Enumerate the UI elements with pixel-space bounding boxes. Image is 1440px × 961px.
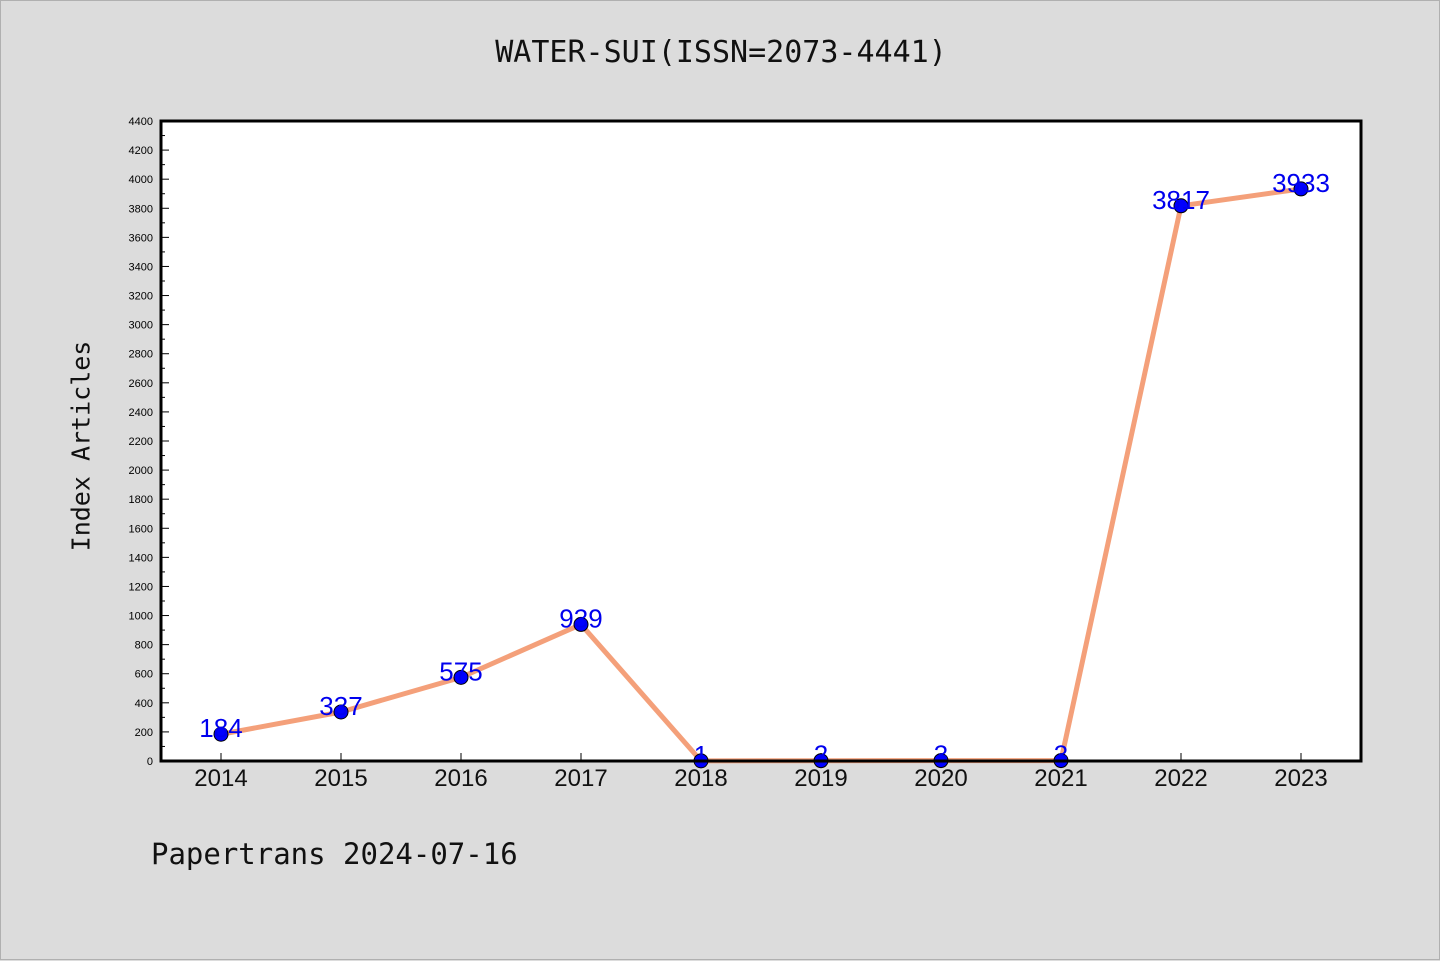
y-tick-label: 1800: [129, 494, 153, 506]
x-tick-label: 2014: [194, 765, 247, 792]
data-label: 3933: [1272, 168, 1330, 198]
data-point: [453, 669, 469, 685]
y-tick-label: 2400: [129, 407, 153, 419]
y-tick-label: 2600: [129, 378, 153, 390]
x-tick-label: 2018: [674, 765, 727, 792]
plot-frame: [159, 119, 1363, 763]
footer-text: Papertrans 2024-07-16: [151, 837, 518, 871]
y-tick-label: 2800: [129, 349, 153, 361]
data-label: 3817: [1152, 185, 1210, 215]
x-tick-label: 2023: [1274, 765, 1327, 792]
x-tick-label: 2020: [914, 765, 967, 792]
y-tick-label: 1600: [129, 523, 153, 535]
data-label: 184: [199, 713, 242, 743]
y-tick-label: 3000: [129, 320, 153, 332]
y-tick-label: 1200: [129, 581, 153, 593]
y-tick-label: 2200: [129, 436, 153, 448]
data-point: [1173, 198, 1189, 214]
y-tick-label: 0: [147, 756, 153, 768]
y-tick-label: 800: [135, 640, 153, 652]
data-label: 939: [559, 603, 602, 633]
y-tick-label: 3600: [129, 232, 153, 244]
x-tick-label: 2022: [1154, 765, 1207, 792]
x-tick-label: 2016: [434, 765, 487, 792]
y-tick-label: 3400: [129, 261, 153, 273]
data-label: 337: [319, 691, 362, 721]
y-tick-label: 3200: [129, 291, 153, 303]
data-label: 3: [934, 740, 948, 770]
y-tick-label: 4000: [129, 174, 153, 186]
data-point: [213, 726, 229, 742]
plot-area: [161, 121, 1361, 761]
y-tick-label: 400: [135, 698, 153, 710]
y-tick-label: 4400: [129, 116, 153, 128]
x-axis: 2014 2015 2016 2017 2018 2019 2020 2021 2022 2023: [194, 753, 1328, 792]
data-point: [573, 616, 589, 632]
x-tick-label: 2017: [554, 765, 607, 792]
data-label: 3: [1054, 740, 1068, 770]
y-tick-label: 1000: [129, 611, 153, 623]
data-label: 575: [439, 656, 482, 686]
y-tick-label: 600: [135, 669, 153, 681]
x-tick-label: 2015: [314, 765, 367, 792]
y-tick-label: 4200: [129, 145, 153, 157]
y-tick-label: 200: [135, 727, 153, 739]
y-tick-label: 1400: [129, 552, 153, 564]
data-label: 2: [814, 740, 828, 770]
data-point: [1293, 181, 1309, 197]
data-label: 1: [694, 740, 708, 770]
y-tick-label: 3800: [129, 203, 153, 215]
data-point: [333, 704, 349, 720]
chart-title: WATER-SUI(ISSN=2073-4441): [495, 35, 947, 70]
y-tick-label: 2000: [129, 465, 153, 477]
y-axis: 0 200 400 600 800 1000 1200 1400 1600 1800 2000 220…: [129, 116, 169, 768]
x-tick-label: 2019: [794, 765, 847, 792]
x-tick-label: 2021: [1034, 765, 1087, 792]
